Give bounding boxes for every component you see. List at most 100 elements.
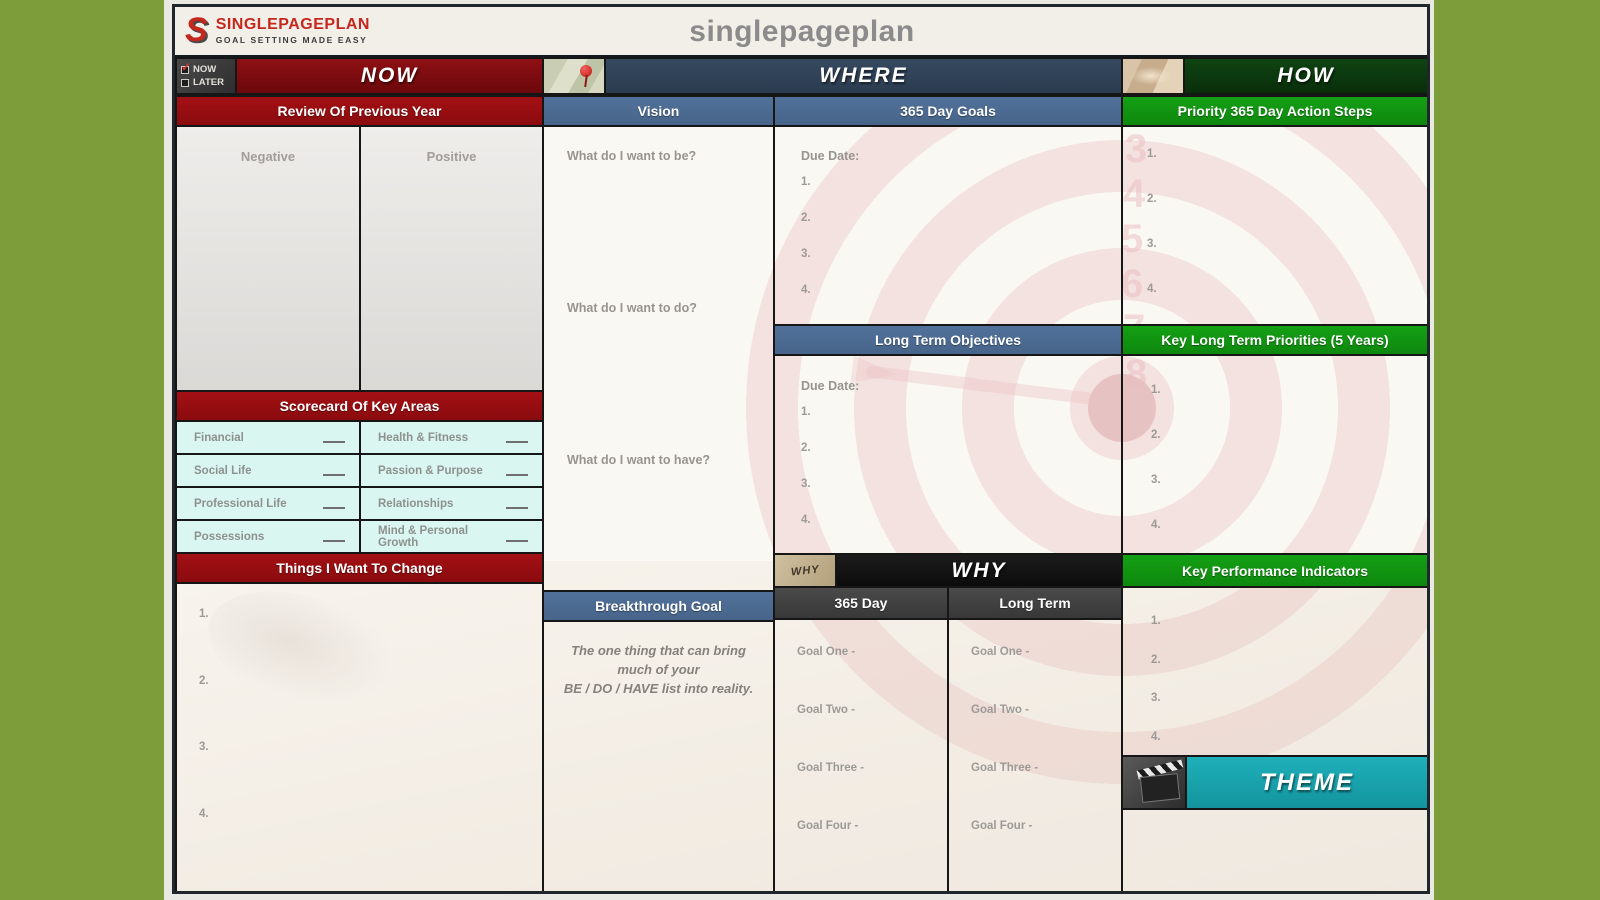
scorecard-label: Financial <box>194 431 244 444</box>
scorecard-label: Social Life <box>194 464 252 477</box>
logo-brand-text: SINGLEPAGEPLAN <box>215 15 370 33</box>
list-number: 4. <box>801 514 811 526</box>
kpi-cell: 1. 2. 3. 4. <box>1121 586 1427 757</box>
list-number: 3. <box>1151 692 1161 704</box>
breakthrough-text-line2: BE / DO / HAVE list into reality. <box>563 680 754 696</box>
review-negative-cell: Negative <box>175 125 361 392</box>
list-number: 1. <box>801 176 811 188</box>
hands-thumbnail <box>1121 57 1185 95</box>
scorecard-header: Scorecard Of Key Areas <box>175 390 544 422</box>
review-previous-year-header: Review Of Previous Year <box>175 95 544 127</box>
scorecard-cell-social: Social Life <box>175 453 361 488</box>
scorecard-cell-relationships: Relationships <box>359 486 544 521</box>
list-number: 3. <box>801 248 811 260</box>
where-column-header: WHERE <box>604 57 1123 95</box>
list-number: 3. <box>199 741 209 753</box>
scorecard-cell-financial: Financial <box>175 420 361 455</box>
later-checkbox-label: LATER <box>193 77 224 88</box>
list-number: 2. <box>801 212 811 224</box>
goal-label: Goal Three - <box>797 762 865 774</box>
why-365-day-cell: Goal One - Goal Two - Goal Three - Goal … <box>773 618 949 891</box>
vision-question-do: What do I want to do? <box>567 301 697 315</box>
why-long-term-cell: Goal One - Goal Two - Goal Three - Goal … <box>947 618 1123 891</box>
list-number: 2. <box>1151 429 1161 441</box>
pin-leg-icon <box>584 74 588 88</box>
kpi-header: Key Performance Indicators <box>1121 553 1427 588</box>
why-sand-text: WHY <box>790 563 820 578</box>
list-number: 1. <box>1147 148 1157 160</box>
why-sand-thumbnail: WHY <box>773 553 837 588</box>
pin-icon <box>580 65 592 77</box>
logo-s-icon: S <box>185 11 208 49</box>
header-strip: singlepageplan S SINGLEPAGEPLAN GOAL SET… <box>175 7 1427 57</box>
why-section-header: WHY <box>835 553 1123 588</box>
positive-label: Positive <box>426 149 477 164</box>
goal-label: Goal Four - <box>971 820 1033 832</box>
how-column-header: HOW <box>1183 57 1427 95</box>
scorecard-cell-health: Health & Fitness <box>359 420 544 455</box>
list-number: 2. <box>801 442 811 454</box>
theme-cell <box>1121 808 1427 891</box>
list-number: 2. <box>1151 654 1161 666</box>
score-blank-line <box>506 499 528 509</box>
vision-cell: What do I want to be? What do I want to … <box>542 125 775 592</box>
priority-action-steps-header: Priority 365 Day Action Steps <box>1121 95 1427 127</box>
list-number: 1. <box>801 406 811 418</box>
scorecard-cell-mind-growth: Mind & Personal Growth <box>359 519 544 554</box>
list-number: 4. <box>1151 731 1161 743</box>
checked-checkbox-icon <box>181 60 191 74</box>
goal-label: Goal Four - <box>797 820 859 832</box>
score-blank-line <box>506 532 528 542</box>
key-long-term-priorities-header: Key Long Term Priorities (5 Years) <box>1121 324 1427 356</box>
brand-logo: S SINGLEPAGEPLAN GOAL SETTING MADE EASY <box>185 13 370 47</box>
list-number: 4. <box>801 284 811 296</box>
negative-label: Negative <box>240 149 296 164</box>
why-365-day-subheader: 365 Day <box>773 586 949 620</box>
scorecard-label: Mind & Personal Growth <box>378 524 469 549</box>
now-checkbox-label: NOW <box>193 64 217 75</box>
scorecard-cell-passion: Passion & Purpose <box>359 453 544 488</box>
list-number: 4. <box>199 808 209 820</box>
scorecard-label: Passion & Purpose <box>378 464 483 477</box>
vision-question-be: What do I want to be? <box>567 149 697 163</box>
scorecard-label: Possessions <box>194 530 265 543</box>
list-number: 1. <box>1151 615 1161 627</box>
things-to-change-header: Things I Want To Change <box>175 552 544 584</box>
score-blank-line <box>506 466 528 476</box>
scorecard-label: Relationships <box>378 497 454 510</box>
breakthrough-text-line1: The one thing that can bring much of you… <box>571 643 746 677</box>
goal-label: Goal Two - <box>797 704 855 716</box>
list-number: 3. <box>1151 474 1161 486</box>
due-date-label: Due Date: <box>801 149 860 163</box>
list-number: 4. <box>1151 519 1161 531</box>
clapperboard-thumbnail <box>1121 755 1187 810</box>
goal-label: Goal Three - <box>971 762 1039 774</box>
list-number: 3. <box>1147 238 1157 250</box>
clapper-slate-icon <box>1139 773 1181 803</box>
goal-label: Goal Two - <box>971 704 1029 716</box>
now-column-header: NOW <box>235 57 544 95</box>
things-to-change-cell: 1. 2. 3. 4. <box>175 582 544 891</box>
plan-canvas: 3 4 5 6 7 8 10 singlepageplan S SINGLEPA… <box>172 4 1430 894</box>
goals-365-header: 365 Day Goals <box>773 95 1123 127</box>
vision-header: Vision <box>542 95 775 127</box>
list-number: 4. <box>1147 283 1157 295</box>
review-positive-cell: Positive <box>359 125 544 392</box>
long-term-objectives-cell: Due Date: 1. 2. 3. 4. <box>773 354 1123 555</box>
score-blank-line <box>323 532 345 542</box>
breakthrough-goal-header: Breakthrough Goal <box>542 590 775 622</box>
goal-label: Goal One - <box>971 646 1030 658</box>
list-number: 3. <box>801 478 811 490</box>
list-number: 1. <box>1151 384 1161 396</box>
map-pin-thumbnail <box>542 57 606 95</box>
unchecked-checkbox-icon <box>181 78 189 87</box>
list-number: 2. <box>1147 193 1157 205</box>
page-title: singlepageplan <box>689 15 915 48</box>
now-later-thumbnail: NOW LATER <box>175 57 237 95</box>
score-blank-line <box>323 433 345 443</box>
why-long-term-subheader: Long Term <box>947 586 1123 620</box>
scorecard-label: Professional Life <box>194 497 287 510</box>
theme-header: THEME <box>1185 755 1427 810</box>
list-number: 2. <box>199 675 209 687</box>
scorecard-cell-possessions: Possessions <box>175 519 361 554</box>
